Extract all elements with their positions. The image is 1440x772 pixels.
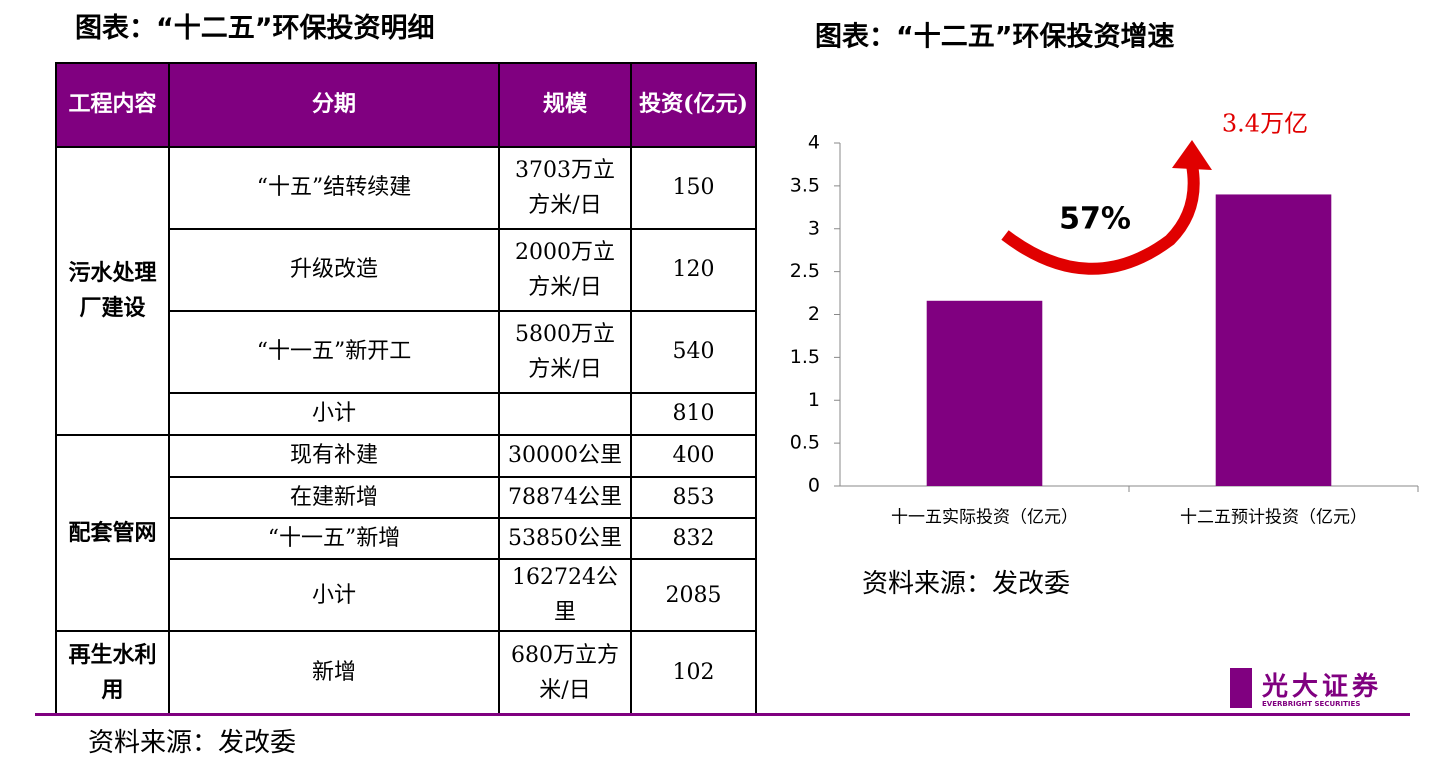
plot: 0 0.5 1 1.5 2 2.5 3 3.5 4 十一五实际投资（亿元） 十二五预计投资（亿元） <box>790 132 1419 528</box>
phase-cell: 新增 <box>168 630 500 716</box>
table-row: “十一五”新开工 5800万立方米/日 540 <box>56 310 757 394</box>
header-cell: 工程内容 <box>55 62 170 148</box>
table-row: 配套管网 现有补建 30000公里 400 <box>55 433 757 633</box>
table-row: 再生水利用 新增 680万立方米/日 102 <box>55 630 757 716</box>
y-tick-label: 2.5 <box>790 260 820 282</box>
y-tick-label: 3.5 <box>790 174 820 196</box>
investment-cell: 853 <box>630 476 757 519</box>
y-tick-label: 4 <box>808 132 820 154</box>
y-tick-label: 1 <box>808 389 820 411</box>
header-cell: 分期 <box>168 62 500 148</box>
y-tick-label: 0.5 <box>790 432 820 454</box>
left-source: 资料来源：发改委 <box>88 728 297 758</box>
group-cell: 再生水利用 <box>55 630 170 716</box>
table-row: 升级改造 2000万立方米/日 120 <box>56 228 757 312</box>
phase-cell: 现有补建 <box>168 434 500 478</box>
scale-cell: 680万立方米/日 <box>498 630 632 716</box>
scale-cell: 53850公里 <box>498 517 632 560</box>
phase-cell: 升级改造 <box>168 228 500 312</box>
growth-label: 57% <box>1059 202 1131 237</box>
chart-title: 图表：“十二五”环保投资增速 <box>815 21 1175 53</box>
table-row: 污水处理厂建设 “十五”结转续建 3703万立方米/日 150 <box>55 146 757 436</box>
phase-cell: 在建新增 <box>168 476 500 519</box>
table-row: “十一五”新增 53850公里 832 <box>56 517 757 560</box>
investment-cell: 120 <box>630 228 757 312</box>
logo-name: 光大证券 <box>1262 672 1383 702</box>
scale-cell: 30000公里 <box>498 434 632 478</box>
chart: 图表：“十二五”环保投资增速 0 0.5 1 1.5 2 2.5 3 3.5 4 十一五实际投资（… <box>790 21 1419 599</box>
header-cell: 投资(亿元) <box>630 62 757 148</box>
arrow-head <box>1172 140 1212 170</box>
logo-english: EVERBRIGHT SECURITIES <box>1262 700 1361 708</box>
investment-cell: 102 <box>630 630 757 716</box>
x-tick-label: 十一五实际投资（亿元） <box>891 508 1078 528</box>
scale-cell: 162724公里 <box>498 557 632 633</box>
table-row: 小计 162724公里 2085 <box>56 557 757 633</box>
divider <box>35 713 1410 716</box>
phase-cell: “十五”结转续建 <box>168 146 500 230</box>
scale-cell <box>498 392 632 436</box>
logo-icon <box>1230 668 1252 708</box>
investment-cell: 2085 <box>630 557 757 633</box>
investment-cell: 400 <box>630 434 757 478</box>
scale-cell: 78874公里 <box>498 476 632 519</box>
phase-cell: “十一五”新开工 <box>168 310 500 394</box>
chart-source: 资料来源：发改委 <box>862 569 1070 599</box>
y-tick-label: 1.5 <box>790 346 820 368</box>
investment-cell: 150 <box>630 146 757 230</box>
phase-cell: “十一五”新增 <box>168 517 500 560</box>
table-row: 小计 810 <box>56 392 757 436</box>
investment-table: 工程内容 分期 规模 投资(亿元) 污水处理厂建设 “十五”结转续建 3703万立方米/日 1… <box>55 62 757 716</box>
left-title: 图表：“十二五”环保投资明细 <box>75 13 435 44</box>
y-tick-label: 2 <box>808 303 820 325</box>
table-row: 在建新增 78874公里 853 <box>56 476 757 519</box>
growth-arrow <box>1001 163 1200 275</box>
scale-cell: 5800万立方米/日 <box>498 310 632 394</box>
bar <box>1215 194 1332 486</box>
table-row: 工程内容 分期 规模 投资(亿元) <box>55 62 757 148</box>
header-cell: 规模 <box>498 62 632 148</box>
bar <box>926 300 1043 486</box>
y-tick-label: 0 <box>808 475 820 497</box>
y-tick-label: 3 <box>808 217 820 239</box>
total-label: 3.4万亿 <box>1222 110 1308 138</box>
scale-cell: 2000万立方米/日 <box>498 228 632 312</box>
investment-cell: 540 <box>630 310 757 394</box>
x-tick-label: 十二五预计投资（亿元） <box>1180 508 1367 528</box>
group-cell: 污水处理厂建设 <box>55 146 170 436</box>
scale-cell: 3703万立方米/日 <box>498 146 632 230</box>
phase-cell: 小计 <box>168 557 500 633</box>
investment-cell: 810 <box>630 392 757 436</box>
group-cell: 配套管网 <box>55 433 170 633</box>
investment-cell: 832 <box>630 517 757 560</box>
phase-cell: 小计 <box>168 392 500 436</box>
